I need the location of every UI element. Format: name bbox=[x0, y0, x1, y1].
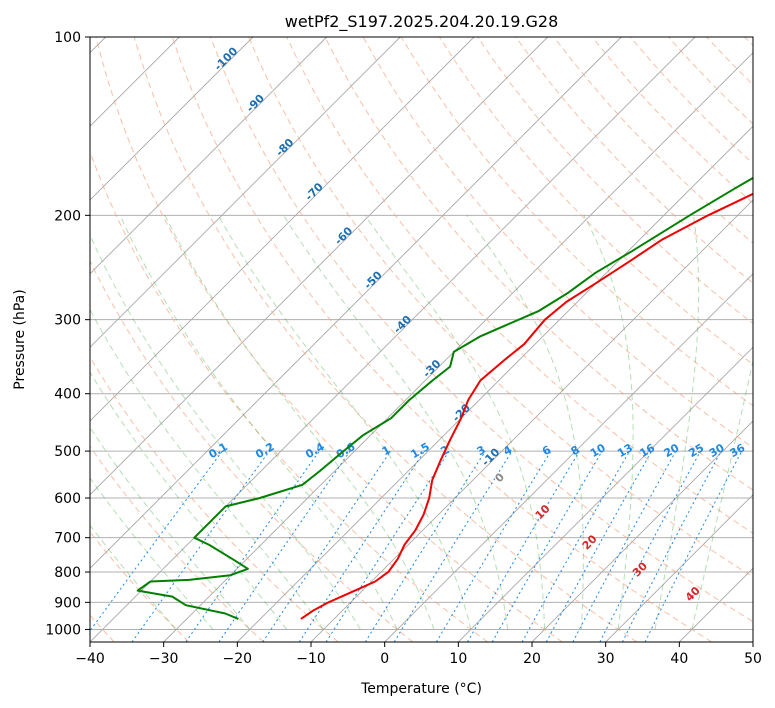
x-tick-label: 50 bbox=[744, 651, 762, 667]
x-tick-label: 40 bbox=[670, 651, 688, 667]
isotherm-line bbox=[236, 125, 753, 642]
moist-adiabat bbox=[90, 371, 288, 630]
mixing-ratio-line bbox=[467, 450, 580, 642]
isotherm-line bbox=[90, 37, 696, 642]
isotherm-line bbox=[384, 273, 753, 642]
y-tick-label: 200 bbox=[54, 208, 81, 224]
y-tick-label: 800 bbox=[54, 565, 81, 581]
mixing-ratio-line bbox=[545, 450, 653, 642]
x-tick-label: 30 bbox=[597, 651, 615, 667]
plot-frame bbox=[89, 36, 754, 643]
mixing-ratio-line bbox=[521, 450, 630, 642]
moist-adiabat bbox=[90, 308, 325, 630]
dry-adiabat bbox=[133, 37, 638, 642]
temperature-profile-line bbox=[300, 192, 753, 620]
x-tick-label: 0 bbox=[380, 651, 389, 667]
dry-adiabat bbox=[171, 37, 712, 642]
pressure-gridlines bbox=[90, 37, 753, 630]
moist-adiabat bbox=[654, 215, 700, 630]
mixing-ratio-line bbox=[435, 450, 552, 642]
moist-adiabat bbox=[90, 426, 251, 630]
x-tick-label: 20 bbox=[523, 651, 541, 667]
mixing-ratio-line bbox=[491, 450, 603, 642]
x-tick-label: −40 bbox=[75, 651, 105, 667]
x-tick-label: −10 bbox=[296, 651, 326, 667]
isotherm-line bbox=[90, 37, 549, 496]
mixing-ratio-line bbox=[90, 450, 223, 632]
mixing-ratio-line bbox=[131, 450, 270, 642]
mixing-ratio-line bbox=[599, 450, 701, 642]
y-tick-label: 300 bbox=[54, 313, 81, 329]
moist-adiabats bbox=[90, 215, 753, 630]
x-tick-label: 10 bbox=[449, 651, 467, 667]
isotherm-line bbox=[90, 37, 328, 275]
mixing-ratio-line bbox=[298, 450, 425, 642]
y-tick-label: 600 bbox=[54, 491, 81, 507]
dry-adiabat bbox=[286, 37, 753, 534]
mixing-ratio-line bbox=[393, 450, 513, 642]
isotherm-line bbox=[457, 346, 753, 642]
isotherm-line bbox=[90, 37, 254, 201]
isotherm-line bbox=[90, 37, 475, 422]
moist-adiabat bbox=[90, 477, 214, 630]
y-tick-label: 1000 bbox=[45, 622, 81, 638]
dewpoint-profile-line bbox=[136, 176, 753, 620]
chart-title: wetPf2_S197.2025.204.20.19.G28 bbox=[285, 12, 559, 32]
moist-adiabat bbox=[164, 215, 435, 630]
y-tick-label: 100 bbox=[54, 30, 81, 46]
dry-adiabat bbox=[248, 37, 753, 578]
y-tick-label: 500 bbox=[54, 444, 81, 460]
x-axis: −40 −30 −20 −10 0 10 20 30 40 50 bbox=[75, 642, 762, 667]
x-axis-title: Temperature (°C) bbox=[360, 681, 482, 697]
y-axis: 1000 900 800 700 600 500 400 300 200 100 bbox=[45, 30, 90, 638]
dry-adiabat bbox=[324, 37, 753, 491]
y-tick-label: 400 bbox=[54, 387, 81, 403]
moist-adiabat bbox=[691, 358, 753, 630]
moist-adiabat bbox=[583, 215, 634, 630]
x-tick-label: −30 bbox=[149, 651, 179, 667]
moist-adiabat bbox=[364, 215, 546, 630]
mixing-ratio-line bbox=[325, 450, 450, 642]
skewed-isotherms bbox=[90, 37, 753, 642]
sounding-series bbox=[136, 176, 753, 620]
dry-adiabat bbox=[210, 37, 753, 623]
dry-adiabat bbox=[515, 37, 753, 284]
dry-adiabat bbox=[90, 445, 264, 642]
isotherm-line bbox=[163, 52, 753, 642]
moist-adiabat bbox=[217, 215, 472, 630]
dry-adiabat bbox=[90, 259, 414, 642]
y-tick-label: 700 bbox=[54, 531, 81, 547]
x-tick-label: −20 bbox=[223, 651, 253, 667]
moist-adiabat bbox=[119, 215, 398, 630]
moist-adiabat bbox=[283, 215, 509, 630]
dry-adiabat bbox=[95, 37, 563, 642]
mixing-ratio-line bbox=[364, 450, 486, 642]
mixing-ratio-line bbox=[621, 450, 722, 642]
y-tick-label: 900 bbox=[54, 595, 81, 611]
y-axis-title: Pressure (hPa) bbox=[12, 289, 28, 389]
mixing-ratio-line bbox=[572, 450, 677, 642]
isotherm-line bbox=[531, 420, 753, 642]
mixing-ratio-line bbox=[644, 450, 743, 642]
isotherm-line bbox=[90, 37, 401, 348]
moist-adiabat bbox=[466, 215, 584, 630]
isotherm-line bbox=[605, 494, 753, 642]
isotherm-line bbox=[90, 37, 622, 569]
